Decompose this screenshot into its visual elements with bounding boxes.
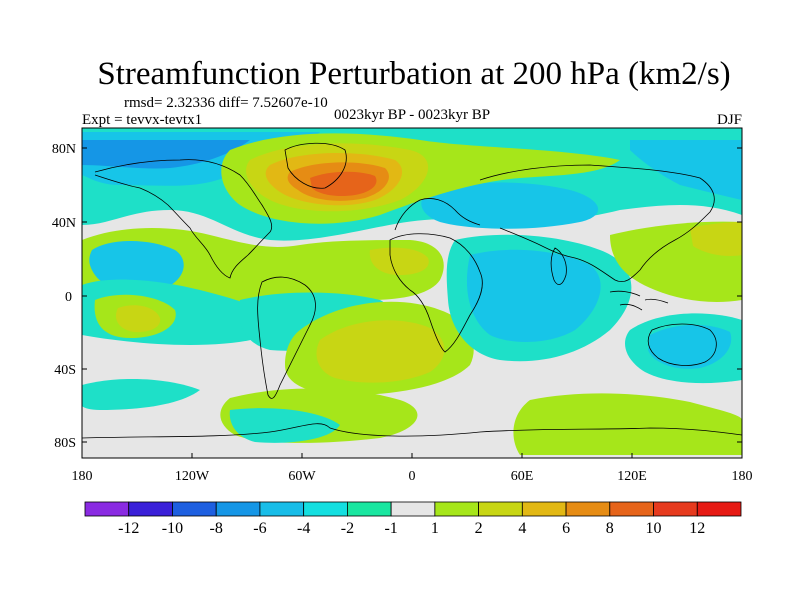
- lat-axis: [82, 147, 742, 443]
- colorbar-swatch: [346, 501, 392, 517]
- coastline-north-america: [94, 159, 273, 279]
- contour-fill: [310, 171, 377, 197]
- colorbar-label: 10: [646, 520, 662, 537]
- colorbar-label: -4: [297, 520, 310, 537]
- stats-text: rmsd= 2.32336 diff= 7.52607e-10: [124, 95, 328, 111]
- lon-labels: 180 120W 60W 0 60E 120E 180: [72, 469, 753, 484]
- colorbar-label: -12: [118, 520, 139, 537]
- colorbar-swatch: [259, 501, 305, 517]
- contour-fill: [115, 305, 161, 333]
- lon-label: 60W: [288, 469, 316, 484]
- colorbar-swatch: [215, 501, 261, 517]
- map-panel: [82, 128, 742, 458]
- lon-label: 0: [409, 469, 416, 484]
- colorbar-label: 12: [689, 520, 705, 537]
- colorbar-swatch: [303, 501, 348, 517]
- contour-fill: [316, 320, 445, 383]
- coastline-greenland: [284, 142, 347, 189]
- plot-title: Streamfunction Perturbation at 200 hPa (…: [97, 56, 730, 92]
- lon-axis: [81, 453, 743, 458]
- colorbar-label: -6: [253, 520, 266, 537]
- lon-label: 120W: [175, 469, 210, 484]
- colorbar-label: 4: [518, 520, 526, 537]
- lat-label: 80N: [52, 142, 76, 157]
- coastline-africa: [389, 233, 483, 353]
- coastline-europe: [394, 198, 481, 231]
- colorbar-swatch: [521, 501, 567, 517]
- contour-fill: [82, 378, 200, 410]
- contour-fill: [466, 249, 601, 342]
- contour-fill: [630, 140, 742, 200]
- contour-fill: [369, 247, 429, 275]
- coastline-asia: [479, 164, 715, 283]
- period-label: 0023kyr BP - 0023kyr BP: [334, 107, 490, 123]
- season-label: DJF: [717, 112, 742, 128]
- colorbar-swatch: [128, 501, 173, 517]
- colorbar-label: -10: [162, 520, 183, 537]
- colorbar-swatch: [696, 501, 742, 517]
- colorbar-label: -1: [384, 520, 397, 537]
- contour-fill: [82, 140, 250, 169]
- colorbar-swatch: [653, 501, 698, 517]
- lat-labels: 80N 40N 0 40S 80S: [52, 142, 76, 451]
- coastline-australia: [647, 323, 717, 366]
- colorbar-swatch: [434, 501, 480, 517]
- coastline-antarctica: [82, 423, 742, 439]
- contour-fill: [513, 393, 742, 455]
- colorbar-swatch: [172, 501, 217, 517]
- colorbar-swatch: [609, 501, 654, 517]
- lon-label: 180: [72, 469, 93, 484]
- lon-label: 120E: [617, 469, 647, 484]
- colorbar-label: 6: [562, 520, 570, 537]
- colorbar-label: 2: [475, 520, 483, 537]
- lat-label: 80S: [54, 436, 76, 451]
- colorbar-swatch: [565, 501, 611, 517]
- colorbar-label: 8: [606, 520, 614, 537]
- contour-fill: [690, 222, 742, 256]
- coastline-india: [550, 247, 567, 285]
- lat-label: 40S: [54, 363, 76, 378]
- lat-label: 0: [65, 290, 72, 305]
- colorbar-label: -2: [341, 520, 354, 537]
- colorbar-label: -8: [210, 520, 223, 537]
- contour-fill: [89, 241, 184, 292]
- colorbar-label: 1: [431, 520, 439, 537]
- colorbar: [84, 501, 742, 517]
- colorbar-swatch: [84, 501, 130, 517]
- coastlines: [82, 142, 742, 439]
- contour-fill: [229, 408, 340, 443]
- contour-fills: [82, 128, 742, 455]
- contour-fill: [421, 182, 599, 229]
- lon-label: 60E: [511, 469, 534, 484]
- coastline-indonesia: [609, 290, 669, 311]
- lat-label: 40N: [52, 216, 76, 231]
- colorbar-labels: -12 -10 -8 -6 -4 -2 -1 1 2 4 6 8 10 12: [118, 520, 705, 537]
- experiment-label: Expt = tevvx-tevtx1: [82, 112, 202, 128]
- coastline-south-america: [257, 276, 316, 399]
- lon-label: 180: [732, 469, 753, 484]
- colorbar-swatch: [478, 501, 523, 517]
- colorbar-swatch: [390, 501, 436, 517]
